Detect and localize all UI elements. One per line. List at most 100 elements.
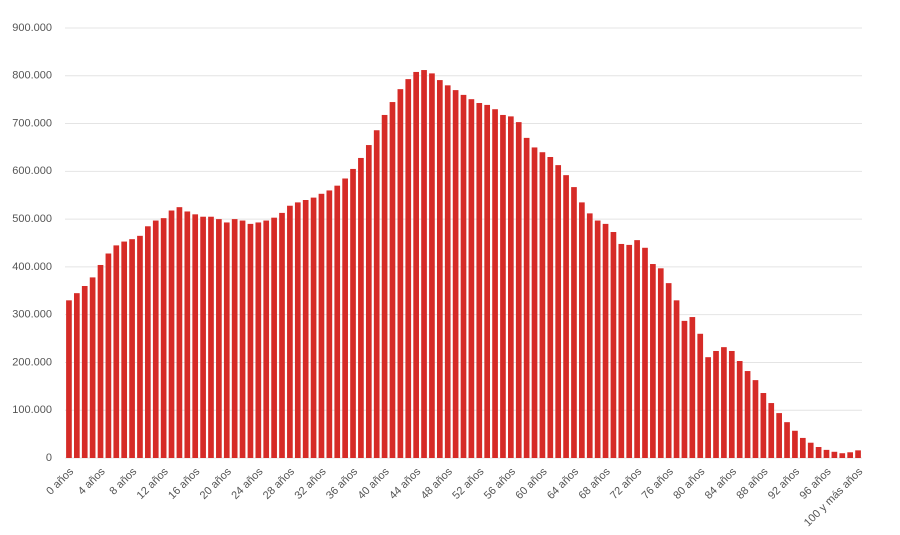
bar [263,220,270,458]
bar [105,253,112,458]
bar [208,216,214,458]
x-tick-label: 100 y más años [802,465,866,529]
bar [650,264,656,458]
x-tick-label: 28 años [261,465,298,502]
bar [681,320,688,458]
bar [358,157,364,458]
x-tick-label: 80 años [671,465,708,502]
bar [508,116,514,458]
bar [744,371,751,458]
bar [807,442,814,458]
y-tick-label: 0 [46,452,52,464]
bar [736,361,743,458]
x-tick-label: 40 años [356,465,393,502]
bar [397,89,404,459]
x-tick-label: 48 años [419,465,456,502]
bar [642,247,648,458]
x-tick-label: 88 años [734,465,771,502]
bar [239,220,246,458]
bar [799,437,806,458]
bar [665,283,672,458]
bar [626,244,633,458]
x-tick-label: 24 años [229,465,266,502]
bar [192,214,199,458]
bar [405,79,412,458]
bar [342,178,348,458]
bar [689,317,696,458]
bar [594,220,601,458]
bar [381,114,388,458]
bar [271,217,277,458]
x-tick-label: 32 años [292,465,329,502]
bar [768,403,775,458]
bar [697,333,704,458]
bar [815,447,822,458]
x-tick-label: 4 años [76,465,108,497]
bar [97,264,104,458]
bar [231,219,238,458]
bar [421,70,427,459]
bar [73,293,80,458]
y-tick-label: 500.000 [12,213,52,225]
bar [721,347,727,458]
bar [113,245,120,458]
bar [539,152,546,458]
bar [429,73,435,458]
bar [610,232,617,458]
bar [89,277,96,458]
bar [468,99,475,458]
bar [255,222,262,458]
y-tick-label: 400.000 [12,261,52,273]
bar [452,90,459,458]
bar [476,103,483,458]
bar [586,213,593,458]
x-tick-label: 68 años [577,465,614,502]
bar [531,147,538,458]
bar [413,71,419,458]
bar [776,413,782,458]
bar [152,220,159,458]
bar [752,380,759,458]
bar [294,202,301,458]
bar [515,122,522,458]
bar [823,449,830,458]
bar [618,243,625,458]
bar [168,210,175,458]
y-tick-label: 300.000 [12,309,52,321]
bar [839,453,846,458]
x-tick-label: 60 años [513,465,550,502]
bar [563,175,569,458]
bar [847,452,854,458]
x-tick-label: 12 años [135,465,172,502]
bar [784,422,790,458]
x-tick-label: 72 años [608,465,645,502]
bar [279,212,285,458]
bar [302,200,309,458]
bar [571,187,577,458]
bar [137,235,143,458]
bar [81,286,88,458]
bar [484,104,491,458]
bar [176,207,183,458]
y-tick-label: 100.000 [12,404,52,416]
x-tick-label: 76 años [640,465,677,502]
bar [673,300,680,458]
bar [579,202,585,458]
bar [223,222,230,458]
bar [334,185,341,458]
bar [760,393,767,458]
bar [66,300,72,458]
y-tick-label: 700.000 [12,117,52,129]
bar [547,157,554,458]
bar [326,190,333,458]
y-tick-label: 600.000 [12,165,52,177]
bar [634,240,640,458]
x-tick-label: 84 años [703,465,740,502]
bar [523,137,530,458]
x-tick-label: 56 años [482,465,519,502]
bar [713,350,719,458]
bar [444,85,451,458]
x-tick-label: 44 años [387,465,424,502]
bar [389,102,396,459]
